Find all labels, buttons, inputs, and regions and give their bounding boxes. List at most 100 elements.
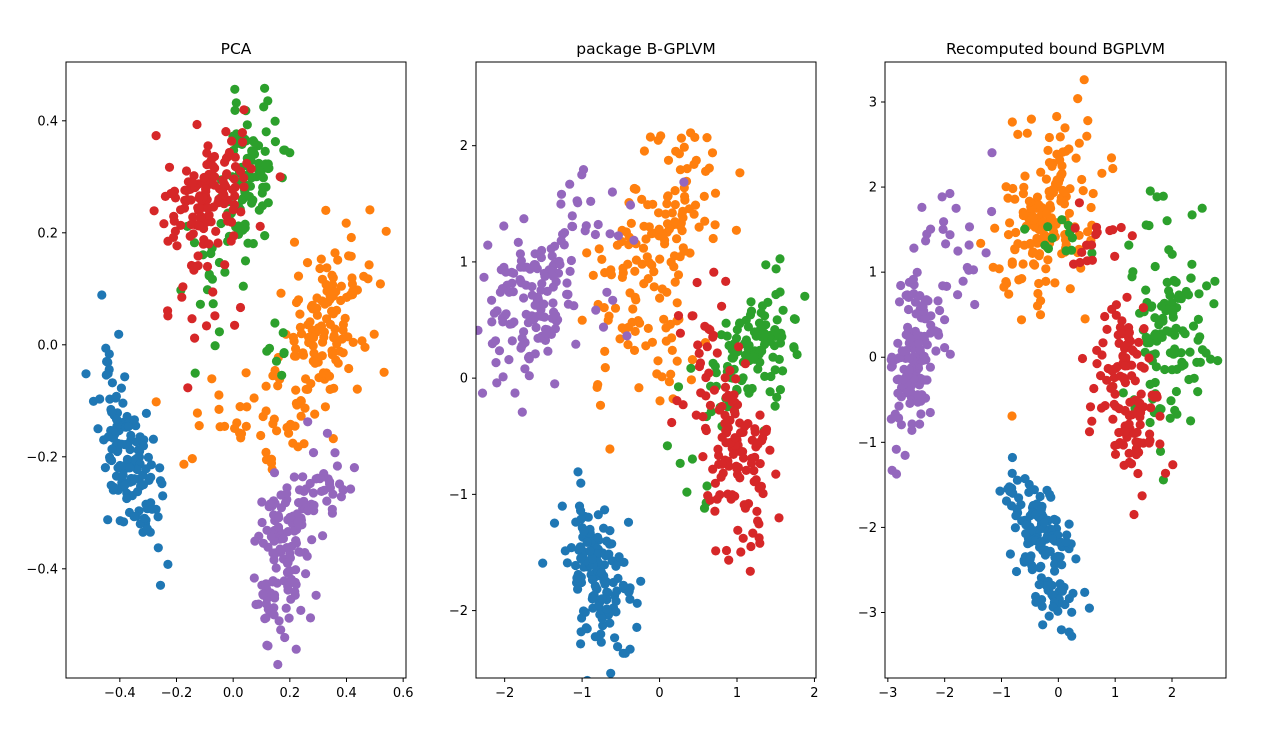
data-point xyxy=(578,606,589,616)
data-point xyxy=(315,474,325,484)
data-point xyxy=(571,560,581,571)
data-point xyxy=(210,341,220,351)
data-point xyxy=(614,552,624,562)
data-point xyxy=(1011,566,1022,577)
data-point xyxy=(549,518,560,528)
data-point xyxy=(565,266,575,276)
data-point xyxy=(909,243,919,253)
data-point xyxy=(193,251,203,261)
data-point xyxy=(644,222,654,232)
data-point xyxy=(1145,379,1155,389)
data-point xyxy=(630,292,640,302)
data-point xyxy=(608,295,618,305)
data-point xyxy=(610,303,621,313)
data-point xyxy=(193,261,203,271)
data-point xyxy=(687,355,698,365)
data-point xyxy=(365,205,375,215)
data-point xyxy=(214,404,224,414)
data-point xyxy=(102,356,112,367)
data-point xyxy=(509,317,519,327)
data-point xyxy=(1209,299,1219,309)
data-point xyxy=(1011,227,1021,238)
data-point xyxy=(1041,209,1051,219)
data-point xyxy=(338,485,348,495)
data-point xyxy=(228,205,238,215)
data-point xyxy=(270,137,280,147)
data-point xyxy=(565,179,575,189)
data-point xyxy=(328,273,338,283)
data-point xyxy=(615,334,625,344)
data-point xyxy=(1069,259,1079,269)
data-point xyxy=(194,220,204,230)
data-point xyxy=(1124,419,1134,429)
data-point xyxy=(1176,294,1186,304)
data-point xyxy=(662,287,672,297)
data-point xyxy=(686,363,696,373)
data-point xyxy=(1027,525,1037,535)
data-point xyxy=(1206,354,1216,364)
data-point xyxy=(261,447,271,457)
data-point xyxy=(755,538,765,548)
data-point xyxy=(913,397,923,407)
data-point xyxy=(750,452,760,462)
data-point xyxy=(925,362,936,372)
data-point xyxy=(270,116,280,126)
data-point xyxy=(729,352,739,362)
data-point xyxy=(333,255,343,265)
data-point xyxy=(1124,411,1134,421)
data-point xyxy=(303,506,313,516)
data-point xyxy=(119,517,129,527)
data-point xyxy=(111,414,122,424)
data-point xyxy=(104,349,114,359)
data-point xyxy=(548,271,558,281)
data-point xyxy=(891,444,901,454)
data-point xyxy=(563,299,574,309)
data-point xyxy=(228,185,238,195)
data-point xyxy=(596,568,607,578)
data-point xyxy=(308,448,319,458)
data-point xyxy=(593,510,603,520)
data-point xyxy=(1055,132,1065,142)
data-point xyxy=(678,206,688,216)
x-tick-label: 0 xyxy=(1054,686,1062,701)
data-point xyxy=(537,279,547,289)
data-point xyxy=(738,453,749,463)
data-point xyxy=(1007,468,1017,478)
data-point xyxy=(239,173,249,183)
data-point xyxy=(771,264,781,274)
data-point xyxy=(527,290,537,300)
x-tick-label: −2 xyxy=(495,686,514,701)
data-point xyxy=(290,587,300,597)
data-point xyxy=(1036,561,1046,572)
data-point xyxy=(1098,338,1108,348)
data-point xyxy=(255,221,265,231)
data-point xyxy=(606,668,616,678)
data-point xyxy=(132,487,143,497)
data-point xyxy=(1185,347,1195,357)
data-point xyxy=(940,343,950,353)
data-point xyxy=(1141,332,1151,342)
data-point xyxy=(221,127,231,137)
data-point xyxy=(731,225,742,235)
data-point xyxy=(540,271,550,281)
data-point xyxy=(230,105,240,115)
data-point xyxy=(905,386,916,396)
data-point xyxy=(1162,326,1172,336)
data-point xyxy=(740,359,751,369)
data-point xyxy=(1063,220,1073,230)
data-point xyxy=(716,472,726,482)
data-point xyxy=(999,282,1009,292)
data-point xyxy=(800,291,810,301)
data-point xyxy=(663,155,674,165)
data-point xyxy=(250,536,260,546)
data-point xyxy=(753,516,763,526)
data-point xyxy=(1139,324,1149,334)
data-point xyxy=(752,506,762,516)
data-point xyxy=(659,314,669,324)
data-point xyxy=(289,237,300,247)
data-point xyxy=(347,273,357,283)
data-point xyxy=(164,162,175,172)
data-point xyxy=(585,546,595,556)
data-point xyxy=(499,221,509,231)
data-point xyxy=(994,264,1004,274)
